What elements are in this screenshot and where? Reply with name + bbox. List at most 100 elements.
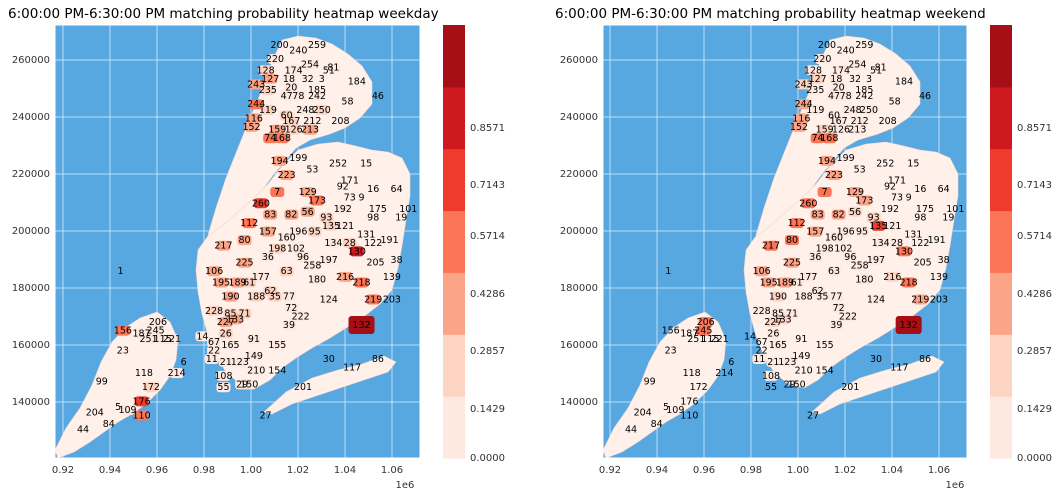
y-tick-label: 200000 [12, 226, 50, 237]
zone-label: 77 [830, 292, 842, 303]
zone-label: 225 [783, 258, 801, 269]
zone-label: 194 [271, 156, 289, 167]
zone-label: 16 [914, 184, 926, 195]
zone-label: 22 [208, 345, 220, 356]
panel-weekend: 6:00:00 PM-6:30:00 PM matching probabili… [555, 6, 1052, 491]
zone-label: 240 [289, 45, 307, 56]
zone-label: 117 [343, 362, 361, 373]
zone-label: 213 [301, 125, 319, 136]
zone-label: 250 [313, 105, 331, 116]
zone-label: 260 [799, 198, 817, 209]
zone-label: 19 [395, 212, 407, 223]
colorbar-tick-label: 0.0000 [1017, 453, 1052, 464]
zone-label: 78 [840, 91, 852, 102]
zone-label: 23 [665, 345, 677, 356]
x-tick-label: 1.04 [334, 465, 356, 476]
zone-label: 132 [900, 320, 918, 331]
colorbar-tick-label: 0.4286 [470, 289, 505, 300]
chart-title-weekday: 6:00:00 PM-6:30:00 PM matching probabili… [8, 6, 439, 22]
zone-label: 130 [348, 246, 366, 257]
zone-label: 27 [260, 411, 272, 422]
zone-label: 155 [268, 340, 286, 351]
zone-label: 205 [366, 258, 384, 269]
zone-label: 80 [786, 235, 798, 246]
zone-label: 258 [851, 261, 869, 272]
zone-label: 205 [914, 258, 932, 269]
zone-label: 98 [914, 212, 926, 223]
colorbar-ticks: 0.0000 0.1429 0.2857 0.4286 0.5714 0.714… [1017, 123, 1052, 464]
zone-label: 99 [96, 377, 108, 388]
zone-label: 223 [825, 170, 843, 181]
y-tick-label: 180000 [560, 283, 598, 294]
zone-label: 39 [830, 320, 842, 331]
zone-label: 134 [324, 238, 342, 249]
zone-label: 112 [788, 218, 806, 229]
x-tick-label: 1.06 [928, 465, 950, 476]
zone-label: 27 [807, 411, 819, 422]
zone-label: 259 [855, 40, 873, 51]
zone-label: 149 [792, 351, 810, 362]
zone-label: 53 [854, 164, 866, 175]
colorbar-band [443, 272, 465, 334]
zone-label: 165 [221, 340, 239, 351]
y-tick-label: 140000 [560, 397, 598, 408]
zone-label: 242 [855, 91, 873, 102]
zone-label: 165 [769, 340, 787, 351]
colorbar-bands [990, 25, 1012, 459]
zone-label: 223 [278, 170, 296, 181]
zone-label: 80 [238, 235, 250, 246]
zone-label: 92 [884, 181, 896, 192]
colorbar-tick-label: 0.5714 [1017, 231, 1052, 242]
zone-label: 157 [259, 227, 277, 238]
colorbar-band [990, 211, 1012, 273]
colorbar-band [990, 396, 1012, 458]
x-tick-label: 1.00 [787, 465, 809, 476]
zone-label: 26 [767, 328, 779, 339]
colorbar-tick-label: 0.7143 [470, 180, 505, 191]
zone-label: 108 [214, 371, 232, 382]
zone-label: 252 [329, 159, 347, 170]
zone-label: 86 [919, 354, 931, 365]
zone-label: 47 [281, 91, 293, 102]
zone-label: 15 [907, 159, 919, 170]
zone-label: 130 [895, 246, 913, 257]
zone-label: 254 [848, 60, 866, 71]
x-tick-label: 0.92 [599, 465, 621, 476]
zone-label: 200 [818, 40, 836, 51]
zone-label: 168 [273, 133, 291, 144]
zone-label: 15 [360, 159, 372, 170]
colorbar-tick-label: 0.1429 [470, 404, 505, 415]
zone-label: 3 [866, 74, 872, 85]
colorbar-bands [443, 25, 465, 459]
zone-label: 99 [644, 377, 656, 388]
zone-label: 201 [841, 382, 859, 393]
zone-label: 190 [221, 292, 239, 303]
zone-label: 19 [942, 212, 954, 223]
zone-label: 124 [320, 295, 338, 306]
zone-label: 133 [774, 314, 792, 325]
zone-label: 56 [302, 207, 314, 218]
chart-title-weekend: 6:00:00 PM-6:30:00 PM matching probabili… [555, 6, 986, 22]
zone-label: 197 [320, 255, 338, 266]
y-tick-label: 200000 [560, 226, 598, 237]
zone-label: 259 [308, 40, 326, 51]
zone-label: 73 [344, 193, 356, 204]
zone-label: 194 [818, 156, 836, 167]
zone-label: 82 [285, 210, 297, 221]
zone-label: 154 [268, 365, 286, 376]
zone-label: 188 [795, 292, 813, 303]
colorbar-band [990, 25, 1012, 87]
zone-label: 3 [319, 74, 325, 85]
zone-label: 220 [266, 54, 284, 65]
colorbar-band [990, 272, 1012, 334]
zone-label: 44 [77, 425, 89, 436]
zone-label: 197 [867, 255, 885, 266]
zone-label: 84 [103, 419, 115, 430]
zone-label: 73 [891, 193, 903, 204]
colorbar-weekday: 0.0000 0.1429 0.2857 0.4286 0.5714 0.714… [443, 25, 505, 464]
zone-label: 217 [214, 241, 232, 252]
zone-label: 132 [352, 320, 370, 331]
zone-label: 83 [812, 210, 824, 221]
zone-label: 6 [728, 357, 734, 368]
zone-label: 106 [753, 266, 771, 277]
